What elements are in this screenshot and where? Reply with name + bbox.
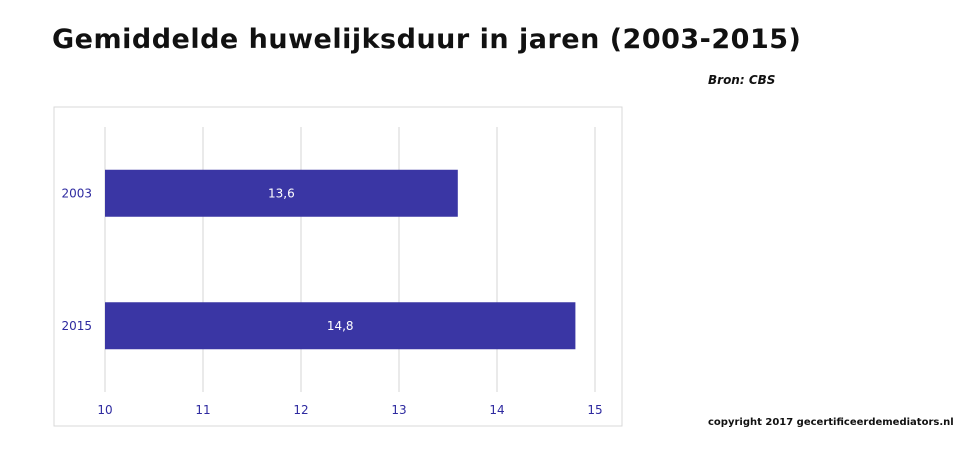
x-tick-label: 10 [97,403,112,417]
x-tick-label: 15 [587,403,602,417]
x-tick-label: 13 [391,403,406,417]
bar-2003 [105,169,458,217]
chart-frame [53,106,623,427]
copyright-note: copyright 2017 gecertificeerdemediators.… [708,417,954,428]
bar-2015 [105,302,576,350]
labels: 10 11 12 13 14 15 2003 13,6 2015 14,8 [61,186,602,417]
data-label: 13,6 [268,186,295,200]
x-tick-label: 11 [195,403,210,417]
chart-title: Gemiddelde huwelijksduur in jaren (2003-… [52,24,802,55]
category-label: 2003 [61,186,92,200]
source-note: Bron: CBS [708,73,776,87]
x-tick-label: 14 [489,403,504,417]
x-tick-label: 12 [293,403,308,417]
category-label: 2015 [61,319,92,333]
data-label: 14,8 [327,319,354,333]
bars [105,169,576,350]
